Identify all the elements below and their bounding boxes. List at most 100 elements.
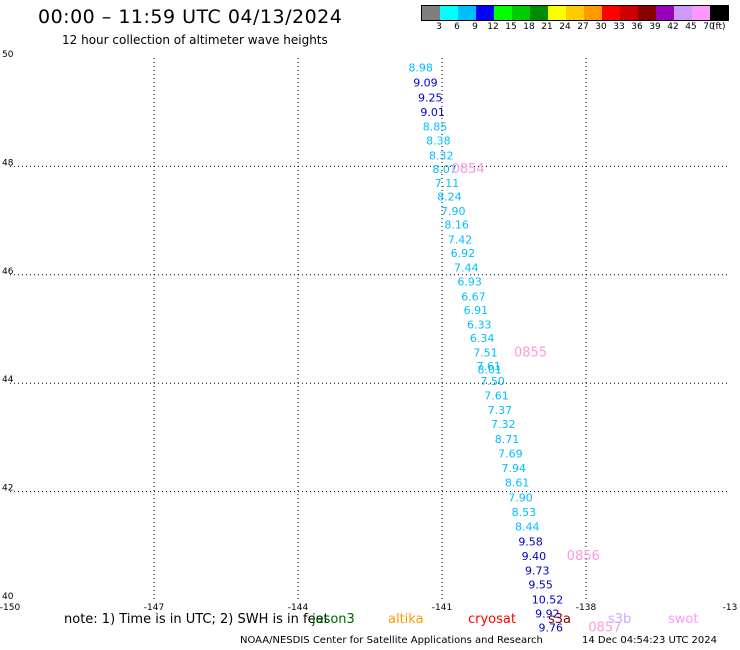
y-tick-label: 44 [2, 375, 14, 385]
data-point-label: 7.11 [435, 177, 460, 190]
x-tick-label: -147 [144, 603, 164, 613]
data-point-label: 9.55 [528, 579, 553, 592]
data-point-label: 8.85 [423, 121, 448, 134]
data-point-label: 7.69 [498, 447, 523, 460]
data-point-label: 7.51 [473, 347, 498, 360]
color-scale-legend [421, 5, 729, 21]
legend-swatch [422, 6, 440, 20]
data-point-label: 8.71 [495, 433, 520, 446]
legend-swatch [494, 6, 512, 20]
legend-tick-label: 27 [577, 22, 589, 32]
satellite-label-altika: altika [388, 612, 424, 627]
data-point-label: 6.92 [451, 247, 476, 260]
data-point-label: 6.93 [457, 276, 482, 289]
data-point-label: 7.90 [508, 491, 533, 504]
data-point-label: 8.98 [408, 62, 433, 75]
legend-tick-label: 9 [472, 22, 478, 32]
x-tick-label: -144 [288, 603, 309, 613]
data-point-label: 10.52 [532, 593, 564, 606]
y-tick-label: 48 [2, 158, 14, 168]
satellite-label-swot: swot [668, 612, 699, 627]
legend-swatch [566, 6, 584, 20]
time-annotation: 0854 [452, 162, 485, 177]
data-point-label: 6.34 [470, 332, 495, 345]
data-point-label: 7.50 [480, 375, 505, 388]
footer-timestamp: 14 Dec 04:54:23 UTC 2024 [582, 635, 717, 646]
time-annotation: 0857 [588, 620, 621, 635]
y-tick-label: 42 [2, 484, 13, 494]
legend-swatch [674, 6, 692, 20]
data-point-label: 7.94 [502, 462, 527, 475]
x-tick-label: -150 [0, 603, 20, 613]
data-point-label: 9.40 [522, 550, 547, 563]
data-point-label: 6.33 [467, 318, 492, 331]
x-tick-label: -13 [723, 603, 738, 613]
chart-title: 00:00 – 11:59 UTC 04/13/2024 [38, 6, 343, 28]
data-point-label: 9.92 [535, 607, 560, 620]
data-point-label: 8.53 [512, 506, 536, 519]
x-tick-label: -138 [576, 603, 597, 613]
legend-tick-label: 33 [613, 22, 625, 32]
data-point-label: 7.37 [488, 404, 512, 417]
legend-tick-label: 70 [703, 22, 715, 32]
legend-swatch [548, 6, 566, 20]
legend-tick-label: 12 [487, 22, 499, 32]
data-point-label: 8.24 [437, 191, 462, 204]
data-point-label: 8.38 [426, 135, 451, 148]
legend-swatch [638, 6, 656, 20]
legend-tick-label: 6 [454, 22, 460, 32]
legend-swatch [512, 6, 530, 20]
data-point-label: 9.09 [413, 77, 438, 90]
data-point-label: 6.91 [464, 304, 489, 317]
data-point-label: 9.76 [538, 621, 563, 634]
data-point-label: 8.44 [515, 521, 540, 534]
data-point-label: 8.01 [478, 363, 503, 376]
data-point-label: 7.44 [454, 262, 479, 275]
data-point-label: 9.73 [525, 565, 550, 578]
legend-swatch [440, 6, 458, 20]
footer-credit: NOAA/NESDIS Center for Satellite Applica… [240, 635, 543, 646]
legend-tick-label: 21 [541, 22, 553, 32]
legend-swatch [656, 6, 674, 20]
chart-subtitle: 12 hour collection of altimeter wave hei… [62, 33, 328, 47]
satellite-label-s3b: s3b [608, 612, 632, 627]
data-point-label: 9.58 [518, 535, 543, 548]
data-point-label: 7.61 [484, 389, 509, 402]
data-point-label: 7.90 [441, 205, 466, 218]
satellite-label-cryosat: cryosat [468, 612, 516, 627]
legend-swatch [476, 6, 494, 20]
data-point-label: 9.25 [418, 91, 443, 104]
x-tick-label: -141 [432, 603, 452, 613]
legend-tick-label: 42 [667, 22, 679, 32]
legend-tick-label: 15 [505, 22, 517, 32]
satellite-label-s3a: s3a [548, 612, 572, 627]
data-point-label: 8.61 [505, 477, 530, 490]
footnote: note: 1) Time is in UTC; 2) SWH is in fe… [64, 612, 329, 627]
legend-tick-label: 30 [595, 22, 607, 32]
legend-tick-label: 36 [631, 22, 643, 32]
data-point-label: 8.16 [444, 219, 469, 232]
data-point-label: 6.67 [461, 290, 486, 303]
time-annotation: 0856 [567, 549, 600, 564]
legend-unit-label: (ft) [712, 22, 726, 32]
legend-swatch [710, 6, 728, 20]
data-point-label: 8.32 [429, 149, 454, 162]
legend-tick-label: 45 [685, 22, 697, 32]
legend-swatch [692, 6, 710, 20]
data-point-label: 7.42 [448, 233, 473, 246]
legend-tick-label: 39 [649, 22, 661, 32]
legend-swatch [602, 6, 620, 20]
legend-swatch [620, 6, 638, 20]
legend-swatch [584, 6, 602, 20]
legend-swatch [458, 6, 476, 20]
y-tick-label: 46 [2, 267, 14, 277]
legend-tick-label: 3 [436, 22, 442, 32]
legend-tick-label: 18 [523, 22, 535, 32]
time-annotation: 0855 [514, 346, 547, 361]
legend-tick-label: 24 [559, 22, 571, 32]
legend-swatch [530, 6, 548, 20]
satellite-label-jason3: jason3 [312, 612, 355, 627]
y-tick-label: 40 [2, 592, 14, 602]
data-point-label: 7.32 [491, 418, 515, 431]
